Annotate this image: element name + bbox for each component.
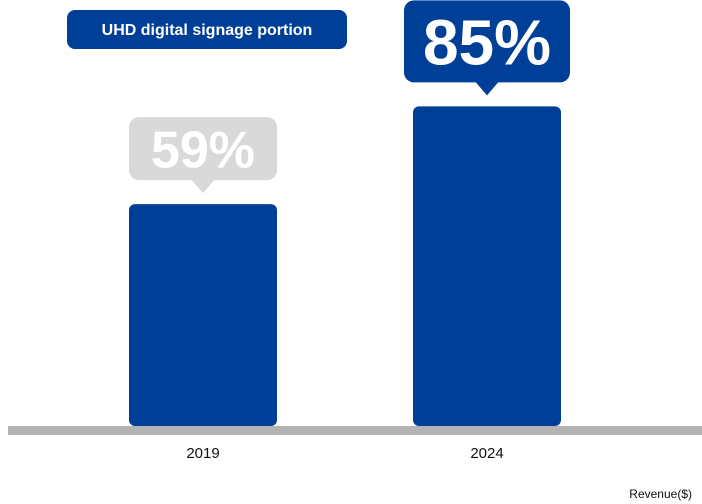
- bars-layer: [129, 106, 561, 427]
- x-tick-labels: 2019 2024: [186, 445, 503, 462]
- callout-2019: 59%: [129, 117, 277, 194]
- chart-title: UHD digital signage portion: [102, 22, 313, 39]
- bar-label-2019: 59%: [151, 121, 255, 179]
- chart-title-group: UHD digital signage portion: [67, 10, 347, 49]
- callout-pointer-2019: [191, 179, 215, 194]
- callout-box-2024: [404, 0, 570, 83]
- unit-note: Revenue($): [629, 487, 692, 501]
- x-tick-label-2019: 2019: [186, 445, 219, 462]
- bar-2024: [413, 106, 561, 427]
- callout-box-2019: [129, 117, 277, 181]
- x-tick-label-2024: 2024: [470, 445, 503, 462]
- bar-2019: [129, 204, 277, 426]
- chart-title-box: [67, 10, 347, 49]
- callout-pointer-2024: [475, 81, 499, 96]
- callout-2024: 85%: [404, 0, 570, 96]
- bar-label-2024: 85%: [423, 6, 551, 78]
- x-axis-baseline: [8, 426, 702, 435]
- callouts-layer: 59% 85%: [129, 0, 570, 194]
